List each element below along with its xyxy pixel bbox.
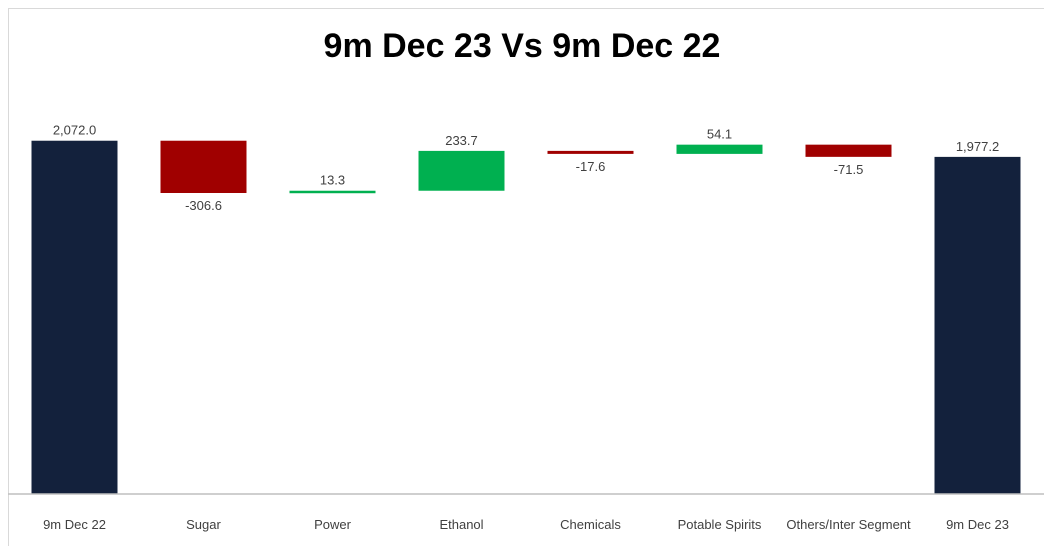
bar-chemicals <box>547 150 634 154</box>
bar-9m-dec-23 <box>934 156 1021 495</box>
x-tick-label: 9m Dec 22 <box>43 517 106 532</box>
bar-others-inter-segment <box>805 144 892 157</box>
bar-9m-dec-22 <box>31 140 118 494</box>
bar-sugar <box>160 140 247 193</box>
x-tick-label: Ethanol <box>439 517 483 532</box>
value-label: -306.6 <box>185 198 222 213</box>
value-label: 233.7 <box>445 133 478 148</box>
x-tick-label: 9m Dec 23 <box>946 517 1009 532</box>
value-label: -17.6 <box>576 159 606 174</box>
bars-layer <box>31 140 1021 495</box>
value-label: -71.5 <box>834 162 864 177</box>
value-label: 2,072.0 <box>53 123 96 138</box>
bar-potable-spirits <box>676 144 763 154</box>
x-tick-label: Power <box>314 517 352 532</box>
chart-frame <box>8 8 1044 546</box>
x-tick-label: Potable Spirits <box>678 517 762 532</box>
x-tick-label: Others/Inter Segment <box>786 517 911 532</box>
chart-title: 9m Dec 23 Vs 9m Dec 22 <box>324 27 721 65</box>
value-label: 1,977.2 <box>956 139 999 154</box>
x-tick-label: Chemicals <box>560 517 621 532</box>
value-label: 54.1 <box>707 127 732 142</box>
bar-ethanol <box>418 150 505 191</box>
x-tick-label: Sugar <box>186 517 221 532</box>
labels-layer: 2,072.0 9m Dec 22 -306.6 Sugar 13.3 Power 233.… <box>43 123 1009 532</box>
bar-power <box>289 190 376 194</box>
value-label: 13.3 <box>320 173 345 188</box>
